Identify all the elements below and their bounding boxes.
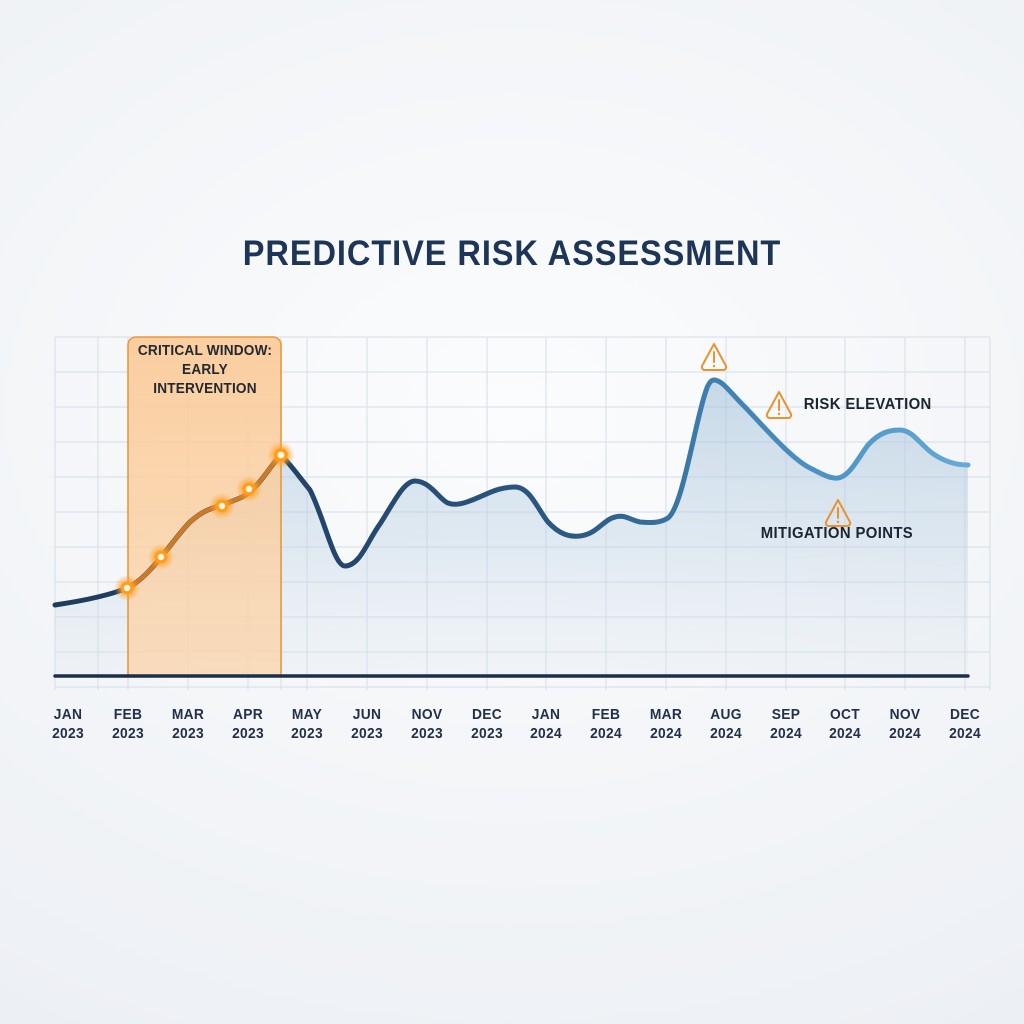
- x-tick-year: 2024: [829, 725, 861, 742]
- x-tick-month: NOV: [411, 706, 443, 723]
- x-tick-year: 2024: [710, 725, 742, 742]
- x-tick-month: JAN: [53, 706, 83, 723]
- x-tick-jan-2023: JAN 2023: [36, 705, 100, 743]
- x-tick-month: FEB: [591, 706, 621, 723]
- x-tick-mar-2024: MAR 2024: [634, 705, 698, 743]
- data-point-marker: [209, 493, 235, 519]
- x-tick-month: AUG: [710, 706, 742, 723]
- warning-triangle-icon[interactable]: [765, 391, 793, 419]
- mitigation-points-label: MITIGATION POINTS: [760, 525, 914, 542]
- x-tick-jun-2023: JUN 2023: [335, 705, 399, 743]
- x-tick-sep-2024: SEP 2024: [754, 705, 818, 743]
- x-tick-dec-2023: DEC 2023: [455, 705, 519, 743]
- x-tick-oct-2024: OCT 2024: [813, 705, 877, 743]
- critical-window-label-line1: CRITICAL WINDOW:: [137, 343, 273, 359]
- x-tick-aug-2024: AUG 2024: [694, 705, 758, 743]
- x-tick-month: JAN: [531, 706, 561, 723]
- x-tick-year: 2023: [232, 725, 264, 742]
- data-point-marker: [267, 441, 295, 469]
- x-tick-year: 2024: [889, 725, 921, 742]
- critical-window-label-line2: EARLY INTERVENTION: [153, 362, 257, 397]
- data-point-marker: [114, 575, 140, 601]
- x-tick-month: MAR: [649, 706, 683, 723]
- x-tick-month: JUN: [352, 706, 382, 723]
- x-tick-year: 2023: [291, 725, 323, 742]
- x-tick-apr-2023: APR 2023: [216, 705, 280, 743]
- x-tick-month: DEC: [950, 706, 980, 723]
- x-tick-year: 2024: [650, 725, 682, 742]
- x-tick-month: SEP: [771, 706, 801, 723]
- critical-window-label: CRITICAL WINDOW: EARLY INTERVENTION: [135, 342, 274, 399]
- x-tick-nov-2024: NOV 2024: [873, 705, 937, 743]
- x-tick-year: 2024: [590, 725, 622, 742]
- x-tick-year: 2023: [411, 725, 443, 742]
- x-tick-year: 2024: [530, 725, 562, 742]
- x-tick-feb-2023: FEB 2023: [96, 705, 160, 743]
- risk-area-fill: [55, 380, 968, 676]
- x-tick-year: 2023: [172, 725, 204, 742]
- x-tick-may-2023: MAY 2023: [275, 705, 339, 743]
- warning-triangle-icon[interactable]: [824, 499, 852, 527]
- data-point-marker: [148, 544, 174, 570]
- x-tick-feb-2024: FEB 2024: [574, 705, 638, 743]
- x-tick-month: FEB: [113, 706, 143, 723]
- x-tick-nov-2023: NOV 2023: [395, 705, 459, 743]
- x-tick-month: DEC: [472, 706, 502, 723]
- x-tick-month: OCT: [830, 706, 860, 723]
- x-tick-year: 2024: [949, 725, 981, 742]
- x-tick-year: 2024: [770, 725, 802, 742]
- x-tick-jan-2024: JAN 2024: [514, 705, 578, 743]
- critical-window-markers[interactable]: [114, 441, 295, 602]
- x-tick-year: 2023: [52, 725, 84, 742]
- page-title: PREDICTIVE RISK ASSESSMENT: [242, 234, 782, 273]
- warning-triangle-icon[interactable]: [700, 343, 728, 371]
- x-tick-mar-2023: MAR 2023: [156, 705, 220, 743]
- x-tick-year: 2023: [471, 725, 503, 742]
- x-tick-year: 2023: [351, 725, 383, 742]
- x-tick-month: MAR: [171, 706, 205, 723]
- x-tick-year: 2023: [112, 725, 144, 742]
- risk-elevation-label: RISK ELEVATION: [803, 396, 932, 413]
- x-tick-month: NOV: [889, 706, 921, 723]
- x-tick-month: MAY: [291, 706, 323, 723]
- x-tick-dec-2024: DEC 2024: [933, 705, 997, 743]
- data-point-marker: [236, 476, 262, 502]
- x-tick-month: APR: [233, 706, 263, 723]
